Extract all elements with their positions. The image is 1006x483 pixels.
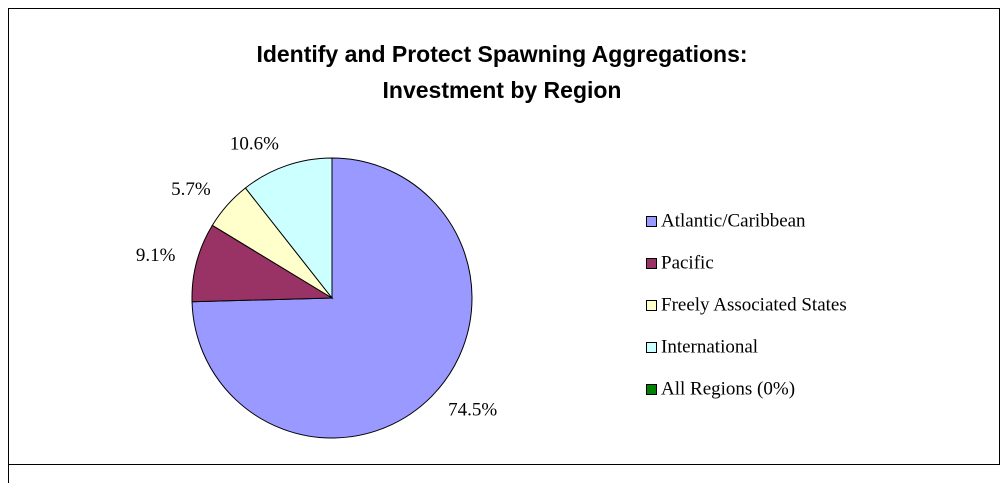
legend-swatch bbox=[646, 300, 657, 311]
pie-slice bbox=[244, 157, 333, 300]
data-label: 9.1% bbox=[136, 245, 176, 266]
chart-title: Investment by Region bbox=[383, 77, 622, 103]
legend-swatch bbox=[646, 342, 657, 353]
data-label: 10.6% bbox=[230, 133, 279, 154]
legend-swatch bbox=[646, 216, 657, 227]
legend-swatch bbox=[646, 384, 657, 395]
legend-label: Freely Associated States bbox=[661, 294, 847, 315]
chart-frame bbox=[8, 8, 1000, 465]
legend-label: Atlantic/Caribbean bbox=[661, 210, 806, 231]
data-label: 5.7% bbox=[171, 179, 211, 200]
chart-title: Identify and Protect Spawning Aggregatio… bbox=[256, 41, 747, 67]
legend-label: All Regions (0%) bbox=[661, 378, 795, 399]
legend-label: International bbox=[661, 336, 758, 357]
legend-label: Pacific bbox=[661, 252, 714, 273]
legend-swatch bbox=[646, 258, 657, 269]
pie-slice bbox=[191, 224, 334, 303]
pie-slice bbox=[191, 157, 473, 439]
data-label: 74.5% bbox=[448, 399, 497, 420]
